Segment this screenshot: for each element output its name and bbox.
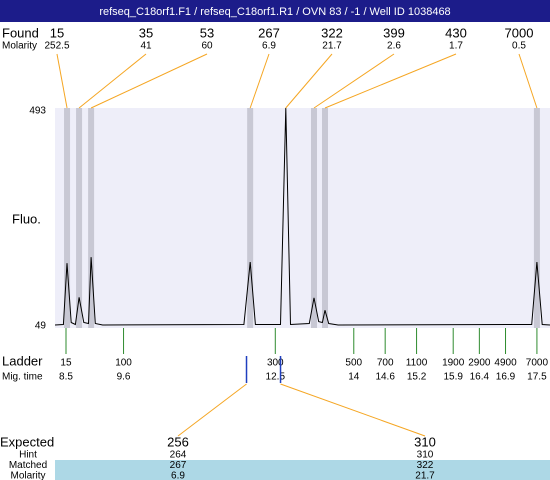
mig-time: 15.2 — [407, 372, 427, 383]
y-axis-label: Fluo. — [12, 211, 41, 226]
found-size: 7000 — [505, 25, 534, 40]
found-molarity: 21.7 — [322, 41, 342, 52]
found-molarity: 60 — [201, 41, 213, 52]
found-size: 430 — [445, 25, 467, 40]
found-molarity: 2.6 — [387, 41, 401, 52]
row-value: 322 — [417, 460, 434, 471]
ladder-size: 700 — [377, 358, 394, 369]
ladder-size: 300 — [267, 358, 284, 369]
molarity-label: Molarity — [2, 41, 37, 52]
peak-connector — [56, 53, 68, 109]
matched-band — [55, 460, 550, 480]
mig-time: 9.6 — [117, 372, 131, 383]
row-label: Hint — [19, 450, 37, 461]
found-molarity: 0.5 — [512, 41, 526, 52]
peak-band — [533, 108, 540, 328]
expected-label: Expected — [0, 434, 54, 449]
peak-connector — [78, 53, 147, 109]
found-size: 15 — [50, 25, 64, 40]
found-size: 267 — [258, 25, 280, 40]
ladder-size: 2900 — [468, 358, 491, 369]
row-value: 21.7 — [415, 471, 435, 480]
row-value: 6.9 — [171, 471, 185, 480]
peak-connector — [324, 53, 457, 109]
found-size: 35 — [139, 25, 153, 40]
y-tick-label: 493 — [29, 106, 46, 117]
y-tick-label: 49 — [35, 321, 47, 332]
found-label: Found — [2, 25, 39, 40]
title-bar — [0, 0, 550, 22]
row-label: Matched — [9, 460, 47, 471]
ladder-size: 15 — [60, 358, 72, 369]
peak-band — [76, 108, 83, 328]
found-molarity: 6.9 — [262, 41, 276, 52]
expected-connector — [280, 383, 426, 437]
ladder-size: 1900 — [442, 358, 465, 369]
row-label: Molarity — [10, 471, 45, 480]
found-size: 322 — [321, 25, 343, 40]
mig-time: 14 — [348, 372, 360, 383]
ladder-size: 100 — [115, 358, 132, 369]
mig-time: 16.9 — [496, 372, 516, 383]
row-value: 264 — [170, 450, 187, 461]
mig-time: 8.5 — [59, 372, 73, 383]
peak-band — [64, 108, 71, 328]
row-value: 267 — [170, 460, 187, 471]
mig-time-label: Mig. time — [2, 372, 43, 383]
ladder-size: 7000 — [526, 358, 549, 369]
peak-connector — [90, 53, 208, 109]
expected-size: 256 — [167, 434, 189, 449]
mig-time: 15.9 — [443, 372, 463, 383]
ladder-size: 4900 — [494, 358, 517, 369]
peak-connector — [518, 53, 538, 109]
expected-connector — [177, 383, 247, 437]
found-size: 399 — [383, 25, 405, 40]
mig-time: 17.5 — [527, 372, 547, 383]
peak-band — [322, 108, 328, 328]
peak-band — [247, 108, 254, 328]
peak-connector — [313, 53, 395, 109]
expected-size: 310 — [414, 434, 436, 449]
found-size: 53 — [200, 25, 214, 40]
ladder-size: 500 — [345, 358, 362, 369]
found-molarity: 41 — [140, 41, 152, 52]
found-molarity: 1.7 — [449, 41, 463, 52]
peak-connector — [285, 53, 333, 109]
title: refseq_C18orf1.F1 / refseq_C18orf1.R1 / … — [99, 6, 450, 18]
peak-band — [311, 108, 318, 328]
ladder-size: 1100 — [406, 358, 428, 369]
plot-area — [55, 108, 550, 328]
mig-time: 16.4 — [470, 372, 490, 383]
mig-time: 14.6 — [375, 372, 395, 383]
mig-time: 12.5 — [266, 372, 286, 383]
found-molarity: 252.5 — [44, 41, 69, 52]
peak-band — [88, 108, 95, 328]
peak-connector — [249, 53, 270, 109]
trace — [54, 107, 550, 326]
row-value: 310 — [417, 450, 434, 461]
ladder-label: Ladder — [2, 353, 43, 368]
